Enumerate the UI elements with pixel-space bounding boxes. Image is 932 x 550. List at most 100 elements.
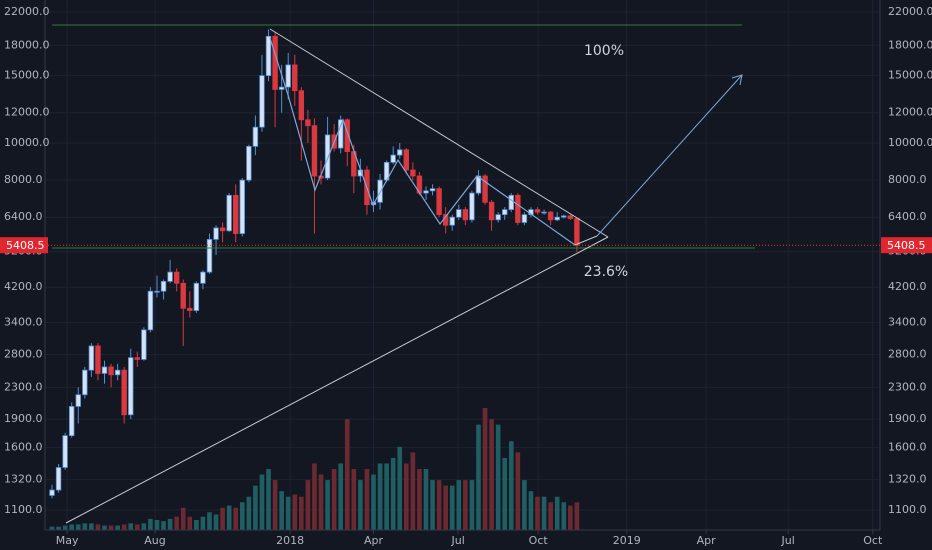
candle-body (121, 369, 127, 416)
candle-body (292, 64, 298, 92)
volume-bar (364, 469, 370, 530)
y-tick-label: 1600.0 (4, 441, 43, 454)
projection-arrow (596, 74, 743, 237)
volume-bar (410, 452, 416, 530)
candle-body (554, 216, 560, 221)
volume-bar (75, 524, 81, 530)
volume-bar (305, 480, 311, 530)
volume-bar (574, 502, 580, 530)
trendline (65, 236, 609, 524)
annotation: 23.6% (584, 264, 628, 280)
drawings (52, 24, 755, 524)
volume-bar (423, 469, 429, 530)
candle-body (508, 194, 514, 210)
volume-bar (174, 516, 179, 530)
volume-bar (312, 463, 317, 530)
volume-bar (141, 523, 147, 530)
volume-bar (187, 516, 193, 530)
volume-bar (285, 496, 291, 530)
candle-body (55, 467, 62, 491)
candle-body (219, 227, 226, 232)
x-tick-label: 2018 (276, 534, 304, 547)
candle-body (547, 211, 554, 221)
y-tick-label: 3400.0 (4, 315, 43, 328)
volume-layer (49, 408, 580, 530)
grid (45, 0, 880, 530)
candle-body (495, 214, 501, 221)
volume-bar (226, 505, 232, 530)
y-tick-label: 2300.0 (888, 380, 927, 393)
volume-bar (397, 446, 403, 530)
volume-bar (213, 514, 219, 530)
volume-bar (568, 505, 573, 530)
y-tick-label: 3400.0 (888, 315, 927, 328)
volume-bar (82, 523, 88, 530)
candle-body (213, 227, 219, 240)
volume-bar (56, 526, 61, 530)
candle-body (574, 218, 580, 246)
y-tick-label: 8000.0 (4, 173, 43, 186)
y-tick-label: 18000.0 (888, 38, 932, 51)
candle-body (410, 169, 416, 177)
left-axis-panel (0, 0, 45, 530)
candle-body (344, 119, 350, 152)
candle-body (75, 394, 81, 407)
candle-body (521, 214, 528, 223)
volume-bar (89, 523, 94, 530)
volume-bar (292, 494, 298, 530)
candle-body (567, 215, 574, 219)
volume-bar (508, 441, 514, 530)
volume-bar (161, 521, 166, 530)
candle-body (436, 188, 442, 216)
candle-body (397, 149, 403, 156)
volume-bar (463, 480, 468, 530)
candle-body (200, 271, 206, 284)
volume-bar (449, 485, 455, 530)
volume-bar (502, 457, 508, 530)
candle-body (534, 209, 541, 213)
price-tag (0, 237, 48, 254)
candle-body (246, 145, 252, 181)
volume-bar (344, 419, 350, 530)
volume-bar (548, 502, 553, 530)
candle-body (311, 125, 318, 177)
candle-body (108, 366, 114, 376)
candle-body (233, 194, 239, 234)
volume-bar (358, 480, 363, 530)
volume-bar (436, 480, 442, 530)
volume-bar (108, 525, 114, 530)
y-tick-label: 1100.0 (4, 503, 43, 516)
y-tick-label: 2800.0 (4, 348, 43, 361)
volume-bar (404, 463, 409, 530)
price-tag-label: 5408.5 (6, 239, 45, 252)
y-tick-label: 12000.0 (888, 106, 932, 119)
candle-body (469, 192, 475, 221)
candle-body (488, 201, 495, 221)
candle-body (482, 175, 488, 203)
candle-body (515, 194, 521, 223)
y-tick-label: 18000.0 (4, 38, 50, 51)
y-tick-label: 10000.0 (888, 136, 932, 149)
candle-body (141, 329, 147, 360)
volume-bar (515, 452, 521, 530)
y-tick-label: 1900.0 (888, 412, 927, 425)
candle-body (128, 357, 134, 416)
volume-bar (200, 516, 206, 530)
volume-bar (377, 463, 383, 530)
volume-bar (253, 485, 258, 530)
candle-body (502, 209, 508, 216)
y-tick-label: 10000.0 (4, 136, 50, 149)
volume-bar (102, 525, 107, 530)
volume-bar (299, 496, 304, 530)
right-axis-panel (880, 0, 932, 550)
candle-body (456, 209, 462, 218)
axes: 22000.0 22000.0 18000.0 18000.0 15000.0 15000… (0, 5, 932, 547)
volume-bar (325, 480, 330, 530)
y-tick-label: 22000.0 (4, 5, 50, 18)
candle-body (423, 190, 429, 194)
candle-body (167, 271, 173, 282)
candle-body (278, 86, 285, 90)
candle-body (541, 211, 547, 214)
